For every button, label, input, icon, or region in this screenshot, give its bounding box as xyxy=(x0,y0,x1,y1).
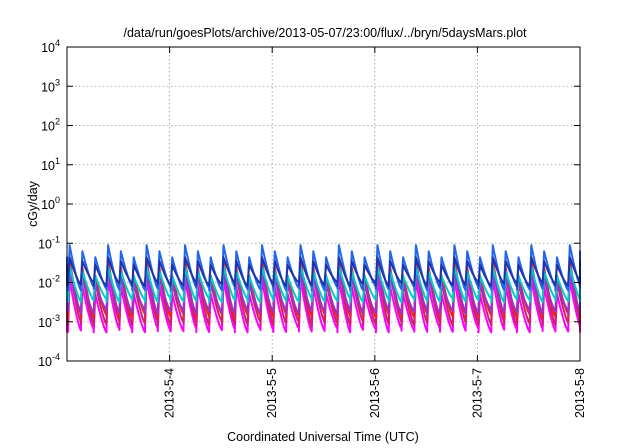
series-line xyxy=(66,265,581,304)
y-tick-label: 102 xyxy=(41,117,60,134)
data-series xyxy=(66,244,581,334)
y-axis-label: cGy/day xyxy=(26,180,40,227)
x-axis-label: Coordinated Universal Time (UTC) xyxy=(227,430,419,444)
series-line xyxy=(66,244,581,292)
y-tick-label: 10-3 xyxy=(38,313,60,330)
y-tick-label: 10-2 xyxy=(38,274,60,291)
y-tick-label: 10-1 xyxy=(38,234,60,251)
x-tick-label: 2013-5-5 xyxy=(265,368,279,418)
y-tick-label: 10-4 xyxy=(38,352,60,369)
x-tick-label: 2013-5-8 xyxy=(573,368,587,418)
x-tick-label: 2013-5-6 xyxy=(368,368,382,418)
series-line xyxy=(66,270,581,315)
y-tick-label: 101 xyxy=(41,156,60,173)
y-axis: 10-4 10-3 10-2 10-1 100 101 102 103 104 xyxy=(38,38,580,369)
series-line xyxy=(66,278,581,334)
y-tick-label: 104 xyxy=(41,38,60,55)
y-tick-label: 103 xyxy=(41,77,60,94)
y-tick-label: 100 xyxy=(41,195,60,212)
x-axis: 2013-5-4 2013-5-5 2013-5-6 2013-5-7 2013-5-8 xyxy=(163,47,587,418)
x-tick-label: 2013-5-7 xyxy=(470,368,484,418)
series-line xyxy=(66,256,581,288)
x-tick-label: 2013-5-4 xyxy=(163,368,177,418)
chart-title: /data/run/goesPlots/archive/2013-05-07/2… xyxy=(123,26,527,40)
series-line xyxy=(66,264,581,327)
